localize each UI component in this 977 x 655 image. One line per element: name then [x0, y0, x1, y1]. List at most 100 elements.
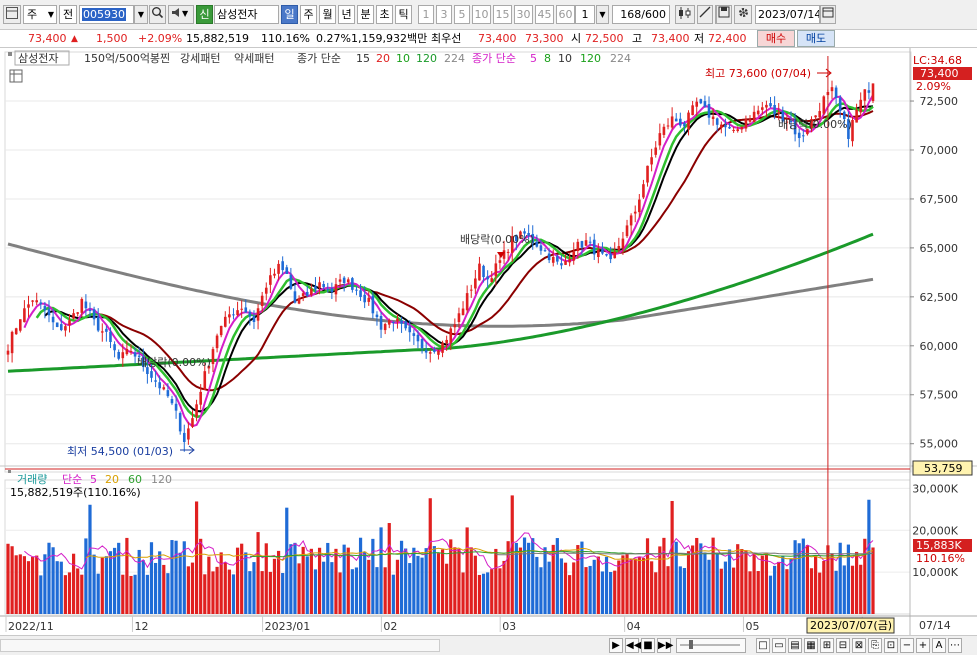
date-right-label: 07/14 [919, 619, 951, 632]
layout-c-icon[interactable]: ▤ [788, 638, 802, 653]
candle-body [244, 307, 248, 313]
volume-bar [686, 551, 691, 614]
layout-d-icon[interactable]: ▦ [804, 638, 818, 653]
layout-b-icon[interactable]: ▭ [772, 638, 786, 653]
price-chart[interactable]: 55,000 57,500 60,000 62,500 65,000 67,500 70,0… [0, 48, 977, 635]
search-icon[interactable] [149, 5, 166, 24]
volume-bar [182, 541, 186, 614]
candle-body [597, 250, 600, 258]
custom-interval-input[interactable]: 1 [575, 5, 595, 24]
candle-body [802, 135, 805, 137]
sell-button[interactable]: 매도 [797, 30, 835, 47]
stop-icon[interactable]: ■ [641, 638, 655, 653]
cross-icon[interactable]: ⊠ [852, 638, 866, 653]
interval-button-10[interactable]: 10 [472, 5, 491, 24]
play-icon[interactable]: ▶ [609, 638, 623, 653]
candle-body [281, 261, 284, 271]
forward-icon[interactable]: ▶▶ [657, 638, 674, 653]
interval-dropdown-icon[interactable]: ▼ [596, 5, 609, 24]
market-select[interactable]: 주 ▼ [23, 5, 57, 24]
stock-code-input[interactable]: 005930 [79, 5, 134, 24]
volume-bar [506, 541, 510, 614]
period-tab-5[interactable]: 초 [376, 5, 393, 24]
period-tab-6[interactable]: 틱 [395, 5, 412, 24]
candle-body [482, 265, 485, 278]
period-tab-3[interactable]: 년 [338, 5, 355, 24]
prev-button[interactable]: 전 [59, 5, 77, 24]
candle-body [285, 267, 289, 274]
interval-button-5[interactable]: 5 [454, 5, 470, 24]
candle-body [342, 277, 346, 284]
candle-body [359, 290, 362, 297]
period-tab-1[interactable]: 주 [300, 5, 317, 24]
buy-button[interactable]: 매수 [757, 30, 795, 47]
volume-bar [338, 572, 342, 614]
open-label: 시 [571, 32, 582, 45]
volume-bar [371, 538, 375, 614]
volume-bar [633, 558, 637, 614]
volume-bar [674, 541, 678, 614]
candle-body [121, 352, 125, 359]
volume-bar [162, 564, 166, 614]
count-field[interactable]: 168/600 [612, 5, 670, 24]
volume-bar [383, 567, 387, 614]
date-input[interactable]: 2023/07/14 [755, 5, 820, 24]
interval-button-15[interactable]: 15 [493, 5, 512, 24]
candle-body [789, 120, 793, 123]
indicator-icon[interactable]: ⊞ [820, 638, 834, 653]
candle-body [240, 308, 243, 310]
interval-button-30[interactable]: 30 [514, 5, 533, 24]
save-icon[interactable] [716, 5, 732, 24]
volume-bar [170, 540, 174, 614]
rewind-icon[interactable]: ◀◀ [625, 638, 642, 653]
drawing-tool-icon[interactable] [697, 5, 713, 24]
interval-button-60[interactable]: 60 [556, 5, 575, 24]
calendar-icon[interactable] [820, 5, 836, 24]
volume-bar [486, 572, 490, 614]
candle-type-icon[interactable] [675, 5, 695, 24]
print-icon[interactable]: ⊡ [884, 638, 898, 653]
gear-icon[interactable] [734, 5, 752, 24]
more-icon[interactable]: ⋯ [948, 638, 962, 653]
plus-icon[interactable]: + [916, 638, 930, 653]
open-price: 72,500 [585, 32, 624, 45]
stock-name-field[interactable]: 삼성전자 [214, 5, 279, 24]
count-value: 168 [620, 8, 642, 21]
volume-bar [834, 570, 838, 614]
period-tab-2[interactable]: 월 [319, 5, 336, 24]
period-tab-0[interactable]: 일 [281, 5, 298, 24]
candle-body [408, 326, 412, 333]
compare-icon[interactable]: ⊟ [836, 638, 850, 653]
horizontal-scrollbar[interactable] [0, 639, 440, 652]
volume-bar [617, 560, 621, 614]
volume-bar [404, 548, 408, 614]
copy-icon[interactable]: ⎘ [868, 638, 882, 653]
candle-body [486, 276, 489, 280]
interval-button-1[interactable]: 1 [418, 5, 434, 24]
volume-bar [600, 571, 605, 614]
layout-a-icon[interactable]: □ [756, 638, 770, 653]
cross-price-label: 53,759 [924, 462, 963, 475]
volume-bar [281, 573, 285, 614]
period-tab-4[interactable]: 분 [357, 5, 374, 24]
candle-body [662, 126, 666, 135]
volume-bar [301, 546, 305, 614]
candle-body [695, 101, 699, 107]
zoom-slider[interactable] [676, 638, 746, 653]
volume-bar [498, 568, 502, 614]
volume-bar [80, 574, 84, 614]
candle-body [679, 118, 682, 126]
minus-icon[interactable]: − [900, 638, 914, 653]
font-size-icon[interactable]: A [932, 638, 946, 653]
layout-icon[interactable] [3, 5, 21, 24]
candle-body [847, 119, 850, 139]
volume-bar [748, 571, 752, 614]
interval-button-3[interactable]: 3 [436, 5, 452, 24]
speaker-icon[interactable]: ▼ [168, 5, 194, 24]
code-dropdown-icon[interactable]: ▼ [134, 5, 148, 24]
candle-body [248, 311, 252, 317]
candle-body [199, 391, 202, 405]
interval-button-45[interactable]: 45 [535, 5, 554, 24]
candle-body [871, 83, 875, 102]
volume-bar [326, 542, 330, 614]
